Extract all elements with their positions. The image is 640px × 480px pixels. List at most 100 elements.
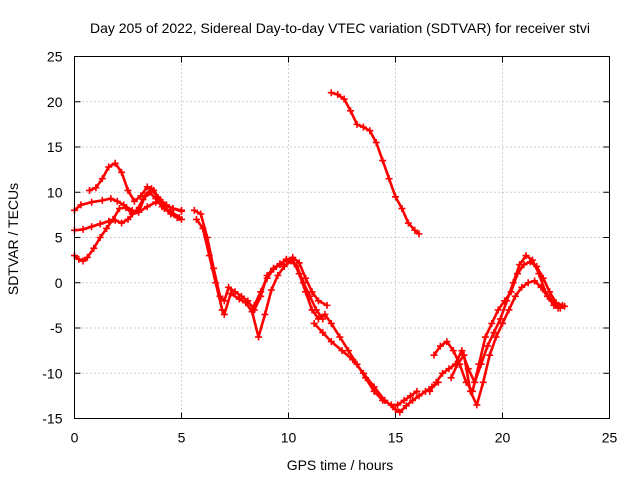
data-point <box>314 315 322 323</box>
data-point <box>402 402 410 410</box>
data-point <box>109 215 117 223</box>
data-point <box>143 203 151 211</box>
data-point <box>98 196 106 204</box>
data-point <box>347 107 355 115</box>
data-point <box>88 198 96 206</box>
data-point <box>122 204 130 212</box>
data-point <box>220 297 228 305</box>
data-point <box>321 310 329 318</box>
data-point <box>445 365 453 373</box>
data-point <box>484 342 492 350</box>
series-arc-l <box>449 279 562 407</box>
data-point <box>507 288 515 296</box>
y-tick-label: 25 <box>47 49 63 65</box>
y-tick-label: 15 <box>47 139 63 155</box>
data-point <box>501 297 509 305</box>
data-point <box>118 168 126 176</box>
data-point <box>190 206 198 214</box>
data-point <box>135 208 143 216</box>
data-point <box>359 123 367 131</box>
x-axis-label: GPS time / hours <box>287 457 394 473</box>
data-point <box>432 378 440 386</box>
data-point <box>83 253 91 261</box>
data-point <box>274 272 282 280</box>
data-point <box>496 315 504 323</box>
data-point <box>79 225 87 233</box>
data-point <box>518 283 526 291</box>
data-point <box>79 257 87 265</box>
axis-ticks: 0 5 10 15 20 25 -15 -10 -5 0 5 10 15 20 25 <box>42 49 617 446</box>
data-point <box>396 408 404 416</box>
data-point <box>96 220 104 228</box>
data-point <box>486 351 494 359</box>
data-point <box>124 186 132 194</box>
data-point <box>270 265 278 273</box>
data-point <box>520 261 528 269</box>
data-point <box>242 299 250 307</box>
data-point <box>533 262 541 270</box>
data-point <box>539 274 547 282</box>
data-point <box>492 333 500 341</box>
data-point <box>197 210 205 218</box>
x-tick-label: 25 <box>602 430 618 446</box>
data-point <box>415 230 423 238</box>
data-point <box>409 396 417 404</box>
series-arc-h <box>312 322 440 414</box>
data-point <box>105 163 113 171</box>
data-point <box>447 374 455 382</box>
data-point <box>257 288 265 296</box>
x-tick-label: 20 <box>495 430 511 446</box>
data-point <box>124 215 132 223</box>
grid <box>74 56 610 419</box>
data-point <box>526 258 534 266</box>
data-point <box>85 186 93 194</box>
data-point <box>235 295 243 303</box>
data-point <box>366 127 374 135</box>
data-point <box>511 292 519 300</box>
data-point <box>115 205 123 213</box>
data-point <box>192 215 200 223</box>
data-point <box>92 184 100 192</box>
data-point <box>439 369 447 377</box>
data-point <box>310 319 318 327</box>
data-point <box>349 356 357 364</box>
data-point <box>308 288 316 296</box>
data-point <box>327 89 335 97</box>
data-point <box>289 256 297 264</box>
data-point <box>248 308 256 316</box>
data-point <box>338 347 346 355</box>
series-arc-j <box>428 254 566 393</box>
data-point <box>220 310 228 318</box>
data-point <box>156 195 164 203</box>
series-arc-d <box>88 162 183 212</box>
data-point <box>392 405 399 413</box>
data-point <box>96 234 104 241</box>
data-point <box>263 274 271 282</box>
data-point <box>107 195 115 203</box>
y-tick-label: 10 <box>47 184 63 200</box>
data-point <box>475 360 483 368</box>
data-point <box>169 205 177 213</box>
data-point <box>261 310 269 318</box>
data-point <box>302 274 310 282</box>
chart-title: Day 205 of 2022, Sidereal Day-to-day VTE… <box>90 20 590 36</box>
data-point <box>178 206 185 214</box>
y-tick-label: -15 <box>42 411 62 427</box>
data-point <box>494 306 502 314</box>
data-point <box>466 387 474 395</box>
data-point <box>199 224 207 232</box>
data-point <box>460 351 468 359</box>
data-point <box>205 252 213 260</box>
data-point <box>443 338 451 346</box>
data-point <box>550 301 558 309</box>
data-point <box>218 306 226 314</box>
data-point <box>227 290 235 298</box>
data-point <box>370 383 378 391</box>
data-point <box>319 329 327 337</box>
data-point <box>143 183 151 191</box>
data-point <box>340 95 348 103</box>
data-point <box>250 301 258 309</box>
data-point <box>543 292 551 300</box>
data-point <box>111 159 119 167</box>
series-arc-c <box>73 187 183 263</box>
